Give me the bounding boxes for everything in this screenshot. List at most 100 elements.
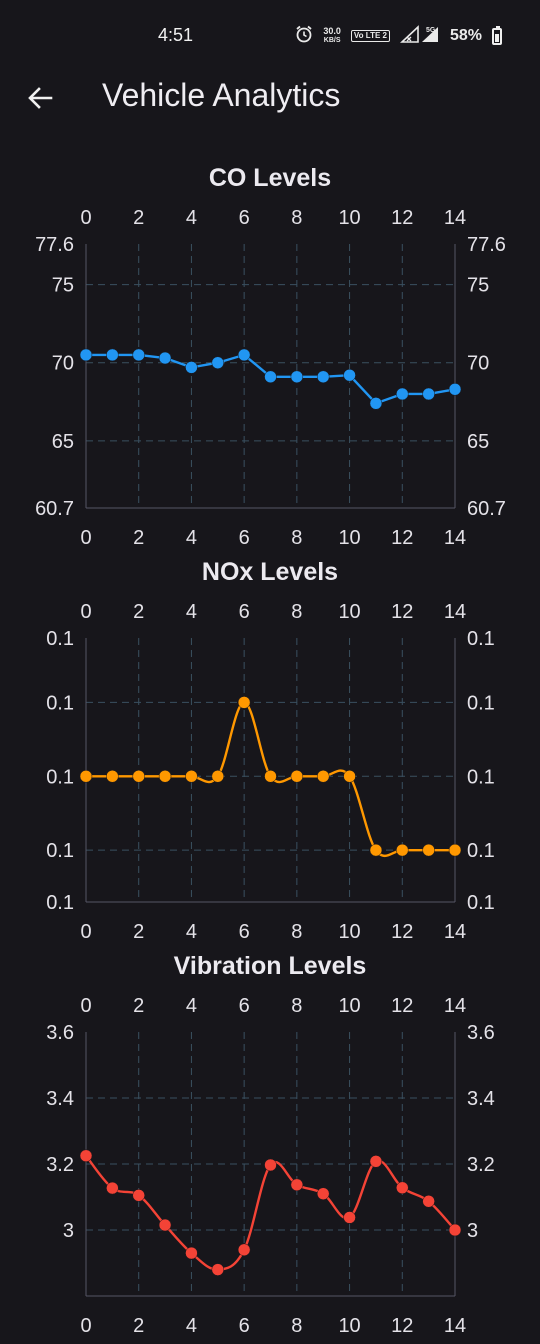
data-point (448, 383, 462, 396)
x-tick-label-bottom: 4 (186, 921, 197, 943)
x-tick-label-top: 4 (186, 601, 197, 623)
y-tick-label-left: 0.1 (46, 892, 74, 914)
x-tick-label-top: 4 (186, 995, 197, 1017)
data-point (158, 1218, 172, 1232)
signal-label: 5G (426, 27, 436, 34)
data-point (237, 348, 251, 362)
y-tick-label-right: 65 (467, 431, 489, 453)
y-tick-label-right: 77.6 (467, 234, 506, 256)
data-point (290, 1178, 304, 1192)
y-tick-label-right: 70 (467, 353, 489, 375)
data-point (106, 770, 119, 783)
data-point (237, 696, 251, 709)
x-tick-label-top: 12 (391, 601, 413, 623)
y-tick-label-right: 3.2 (467, 1154, 495, 1176)
y-tick-label-left: 0.1 (46, 840, 74, 862)
y-tick-label-left: 0.1 (46, 692, 74, 714)
x-tick-label-top: 12 (391, 207, 413, 229)
x-tick-label-bottom: 2 (133, 1315, 144, 1337)
x-tick-label-top: 6 (239, 601, 250, 623)
data-point (396, 1181, 409, 1195)
x-tick-label-bottom: 2 (133, 921, 144, 943)
data-point (185, 361, 198, 374)
vibration-levels-chart: 3.6 3.6 3.4 3.4 3.2 3.2 3 3 0 0 2 2 4 4 6 6 8 8 10 10 12 12 14… (46, 995, 495, 1337)
data-point (264, 1158, 277, 1172)
x-tick-label-bottom: 10 (338, 921, 360, 943)
nox-chart-title: NOx Levels (201, 558, 339, 586)
data-point (158, 770, 172, 783)
y-tick-label-left: 3.2 (46, 1154, 74, 1176)
data-point (343, 1211, 356, 1224)
volte-icon: Vo LTE 2 (350, 30, 390, 42)
data-point (422, 1195, 435, 1208)
x-tick-label-bottom: 14 (444, 1315, 466, 1337)
x-tick-label-bottom: 4 (186, 1315, 197, 1337)
y-tick-label-right: 60.7 (467, 498, 506, 520)
x-tick-label-bottom: 14 (444, 921, 466, 943)
x-tick-label-bottom: 12 (391, 1315, 413, 1337)
y-tick-label-right: 0.1 (467, 628, 495, 650)
x-tick-label-bottom: 14 (444, 527, 466, 549)
data-point (396, 387, 409, 401)
status-time: 4:51 (158, 25, 194, 45)
x-tick-label-bottom: 12 (391, 527, 413, 549)
x-tick-label-top: 8 (291, 995, 302, 1017)
data-point (79, 770, 93, 783)
signal-icon: 5G (399, 24, 440, 48)
alarm-clock-icon (295, 25, 313, 47)
x-tick-label-top: 2 (133, 207, 144, 229)
x-tick-label-top: 10 (338, 995, 360, 1017)
nox-levels-chart: 0.1 0.1 0.1 0.1 0.1 0.1 0.1 0.1 0.1 0.1 0 0 2 2 4 4 6 6 8 8… (46, 601, 495, 943)
x-tick-label-top: 2 (133, 601, 144, 623)
back-button[interactable] (22, 80, 58, 116)
y-tick-label-left: 3.6 (46, 1022, 74, 1044)
x-tick-label-top: 14 (444, 995, 466, 1017)
co-levels-chart: 77.6 77.6 75 75 70 70 65 65 60.7 60.7 0 0 2 2 4 4 6 6 8 8 10… (35, 207, 506, 549)
app-bar: Vehicle Analytics (0, 72, 540, 128)
data-point (422, 843, 435, 857)
y-tick-label-left: 75 (52, 275, 74, 297)
data-point (132, 348, 145, 362)
y-tick-label-left: 3 (63, 1220, 74, 1242)
x-tick-label-top: 0 (80, 601, 91, 623)
y-tick-label-left: 60.7 (35, 498, 74, 520)
data-point (158, 351, 172, 365)
y-tick-label-left: 0.1 (46, 766, 74, 788)
battery-icon (492, 25, 502, 45)
x-tick-label-bottom: 8 (291, 527, 302, 549)
x-tick-label-top: 2 (133, 995, 144, 1017)
network-speed-icon: 30.0 KB/S (323, 27, 341, 45)
data-point (185, 1246, 198, 1260)
data-point (290, 370, 304, 384)
y-tick-label-right: 3 (467, 1220, 478, 1242)
y-tick-label-right: 0.1 (467, 766, 495, 788)
x-tick-label-top: 8 (291, 207, 302, 229)
page-title: Vehicle Analytics (102, 77, 341, 113)
data-point (316, 1187, 330, 1200)
data-point (316, 770, 330, 783)
x-tick-label-top: 0 (80, 995, 91, 1017)
y-tick-label-right: 0.1 (467, 692, 495, 714)
arrow-left-icon (28, 87, 53, 109)
y-tick-label-right: 3.4 (467, 1088, 495, 1110)
x-tick-label-bottom: 10 (338, 527, 360, 549)
data-point (290, 770, 304, 783)
y-tick-label-right: 0.1 (467, 892, 495, 914)
x-tick-label-top: 14 (444, 601, 466, 623)
vibration-chart-title: Vibration Levels (173, 952, 367, 980)
x-tick-label-bottom: 0 (80, 527, 91, 549)
data-point (79, 348, 93, 362)
x-tick-label-top: 12 (391, 995, 413, 1017)
series-line (85, 1154, 456, 1271)
x-tick-label-bottom: 2 (133, 527, 144, 549)
data-point (79, 1149, 93, 1162)
data-point (316, 370, 330, 384)
data-point (264, 770, 277, 783)
y-tick-label-left: 0.1 (46, 628, 74, 650)
x-tick-label-top: 6 (239, 207, 250, 229)
x-tick-label-bottom: 8 (291, 921, 302, 943)
x-tick-label-top: 4 (186, 207, 197, 229)
data-point (211, 770, 225, 783)
data-point (448, 1223, 462, 1237)
y-tick-label-left: 70 (52, 353, 74, 375)
